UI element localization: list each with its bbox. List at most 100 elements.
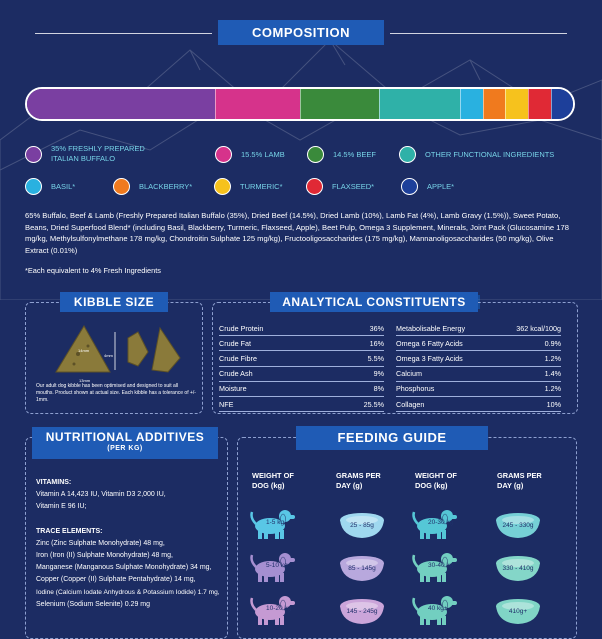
feeding-title: FEEDING GUIDE bbox=[296, 426, 488, 450]
dog-icon bbox=[410, 592, 458, 631]
legend-label: BLACKBERRY* bbox=[139, 182, 193, 191]
legend-label: 15.5% LAMB bbox=[241, 150, 285, 159]
composition-segment bbox=[550, 89, 573, 119]
dog-icon bbox=[410, 506, 458, 545]
legend-swatch-icon bbox=[306, 178, 323, 195]
ingredients-text: 65% Buffalo, Beef & Lamb (Freshly Prepar… bbox=[25, 211, 569, 256]
trace-line-6: Selenium (Sodium Selenite) 0.29 mg bbox=[36, 601, 151, 608]
feeding-head-grams-left: GRAMS PER DAY (g) bbox=[336, 471, 381, 490]
bowl-icon bbox=[336, 553, 388, 588]
legend-label: TURMERIC* bbox=[240, 182, 283, 191]
analytical-row: Calcium 1.4% bbox=[396, 367, 561, 382]
legend-item: BLACKBERRY* bbox=[113, 178, 192, 195]
composition-segment bbox=[505, 89, 528, 119]
analytical-value: 0.9% bbox=[544, 338, 561, 348]
header-rule-left bbox=[35, 33, 212, 34]
analytical-row: Crude Fibre 5.5% bbox=[219, 351, 384, 367]
analytical-row: Crude Ash 9% bbox=[219, 367, 384, 382]
analytical-name: Crude Protein bbox=[219, 323, 264, 333]
analytical-name: NFE bbox=[219, 399, 234, 409]
dog-icon bbox=[248, 592, 296, 631]
feeding-head-grams-right: GRAMS PER DAY (g) bbox=[497, 471, 542, 490]
analytical-value: 36% bbox=[369, 323, 384, 333]
vitamins-heading: VITAMINS: bbox=[36, 479, 72, 486]
analytical-name: Omega 6 Fatty Acids bbox=[396, 338, 463, 348]
analytical-row: Crude Protein 36% bbox=[219, 321, 384, 337]
legend-label: FLAXSEED* bbox=[332, 182, 375, 191]
trace-heading: TRACE ELEMENTS: bbox=[36, 528, 103, 535]
analytical-row: Phosphorus 1.2% bbox=[396, 382, 561, 397]
analytical-value: 5.5% bbox=[367, 353, 384, 363]
kibble-text: Our adult dog kibble has been optimised … bbox=[36, 383, 196, 403]
legend-item: TURMERIC* bbox=[214, 178, 283, 195]
dog-weight-label: 10-20 kg bbox=[266, 605, 292, 612]
dog-weight-label: 20-30 kg bbox=[428, 519, 454, 526]
composition-segment bbox=[460, 89, 483, 119]
legend-swatch-icon bbox=[401, 178, 418, 195]
bowl-grams-label: 25 - 85g bbox=[350, 522, 374, 529]
dog-weight-label: 40 kg+ bbox=[428, 605, 448, 612]
legend-swatch-icon bbox=[214, 178, 231, 195]
legend-swatch-icon bbox=[399, 146, 416, 163]
ingredients-note: *Each equivalent to 4% Fresh Ingredients bbox=[25, 266, 161, 275]
nutritional-title: NUTRITIONAL ADDITIVES bbox=[45, 430, 205, 444]
legend-item: 35% FRESHLY PREPARED ITALIAN BUFFALO bbox=[25, 144, 175, 164]
analytical-value: 9% bbox=[373, 369, 384, 379]
bowl-icon bbox=[492, 553, 544, 588]
analytical-name: Moisture bbox=[219, 384, 247, 394]
legend-label: BASIL* bbox=[51, 182, 76, 191]
legend-label: 35% FRESHLY PREPARED ITALIAN BUFFALO bbox=[51, 144, 145, 163]
legend-item: 15.5% LAMB bbox=[215, 146, 285, 163]
kibble-dim-bottom: 13mm bbox=[79, 378, 91, 383]
analytical-row: Omega 6 Fatty Acids 0.9% bbox=[396, 336, 561, 352]
analytical-name: Crude Fat bbox=[219, 338, 251, 348]
analytical-value: 25.5% bbox=[363, 399, 384, 409]
bowl-grams-label: 245 - 330g bbox=[502, 522, 534, 529]
analytical-name: Calcium bbox=[396, 369, 422, 379]
legend-item: FLAXSEED* bbox=[306, 178, 374, 195]
legend-swatch-icon bbox=[25, 178, 42, 195]
legend-item: OTHER FUNCTIONAL INGREDIENTS bbox=[399, 146, 554, 163]
analytical-value: 1.2% bbox=[544, 353, 561, 363]
composition-bar bbox=[25, 87, 575, 121]
dog-icon bbox=[248, 549, 296, 588]
dog-weight-label: 30-40 kg bbox=[428, 562, 454, 569]
legend-swatch-icon bbox=[25, 145, 42, 163]
legend-swatch-icon bbox=[215, 146, 232, 163]
analytical-value: 1.2% bbox=[544, 384, 561, 394]
dog-weight-label: 5-10 kg bbox=[266, 562, 288, 569]
analytical-table-left: Crude Protein 36% Crude Fat 16% Crude Fibre 5… bbox=[219, 321, 384, 413]
trace-line-3: Manganese (Manganous Sulphate Monohydrat… bbox=[36, 564, 212, 571]
analytical-value: 16% bbox=[369, 338, 384, 348]
trace-line-4: Copper (Copper (II) Sulphate Pentahydrat… bbox=[36, 576, 196, 583]
legend-label: OTHER FUNCTIONAL INGREDIENTS bbox=[425, 150, 555, 159]
analytical-row: Collagen 10% bbox=[396, 397, 561, 413]
dog-icon bbox=[248, 506, 296, 545]
feeding-head-weight-right: WEIGHT OF DOG (kg) bbox=[415, 471, 457, 490]
analytical-table-right: Metabolisable Energy 362 kcal/100g Omega 6… bbox=[396, 321, 561, 413]
analytical-name: Collagen bbox=[396, 399, 425, 409]
legend-label: APPLE* bbox=[427, 182, 455, 191]
legend-swatch-icon bbox=[113, 178, 130, 195]
composition-segment bbox=[299, 89, 379, 119]
analytical-row: Crude Fat 16% bbox=[219, 336, 384, 352]
bowl-grams-label: 330 - 410g bbox=[502, 565, 534, 572]
bowl-icon bbox=[336, 596, 388, 631]
trace-line-1: Zinc (Zinc Sulphate Monohydrate) 48 mg, bbox=[36, 540, 165, 547]
legend-label: 14.5% BEEF bbox=[333, 150, 376, 159]
kibble-title: KIBBLE SIZE bbox=[60, 292, 169, 312]
analytical-value: 10% bbox=[546, 399, 561, 409]
composition-segment bbox=[27, 89, 216, 119]
analytical-name: Omega 3 Fatty Acids bbox=[396, 353, 463, 363]
kibble-dim-height: 4mm bbox=[104, 353, 113, 358]
composition-title: COMPOSITION bbox=[218, 20, 384, 45]
kibble-illustration bbox=[55, 325, 181, 373]
composition-segment bbox=[482, 89, 506, 119]
bowl-icon bbox=[492, 596, 544, 631]
composition-segment bbox=[378, 89, 461, 119]
analytical-name: Metabolisable Energy bbox=[396, 323, 466, 333]
analytical-row: Moisture 8% bbox=[219, 382, 384, 397]
legend-item: 14.5% BEEF bbox=[307, 146, 376, 163]
analytical-title: ANALYTICAL CONSTITUENTS bbox=[270, 292, 480, 312]
header-rule-right bbox=[390, 33, 567, 34]
